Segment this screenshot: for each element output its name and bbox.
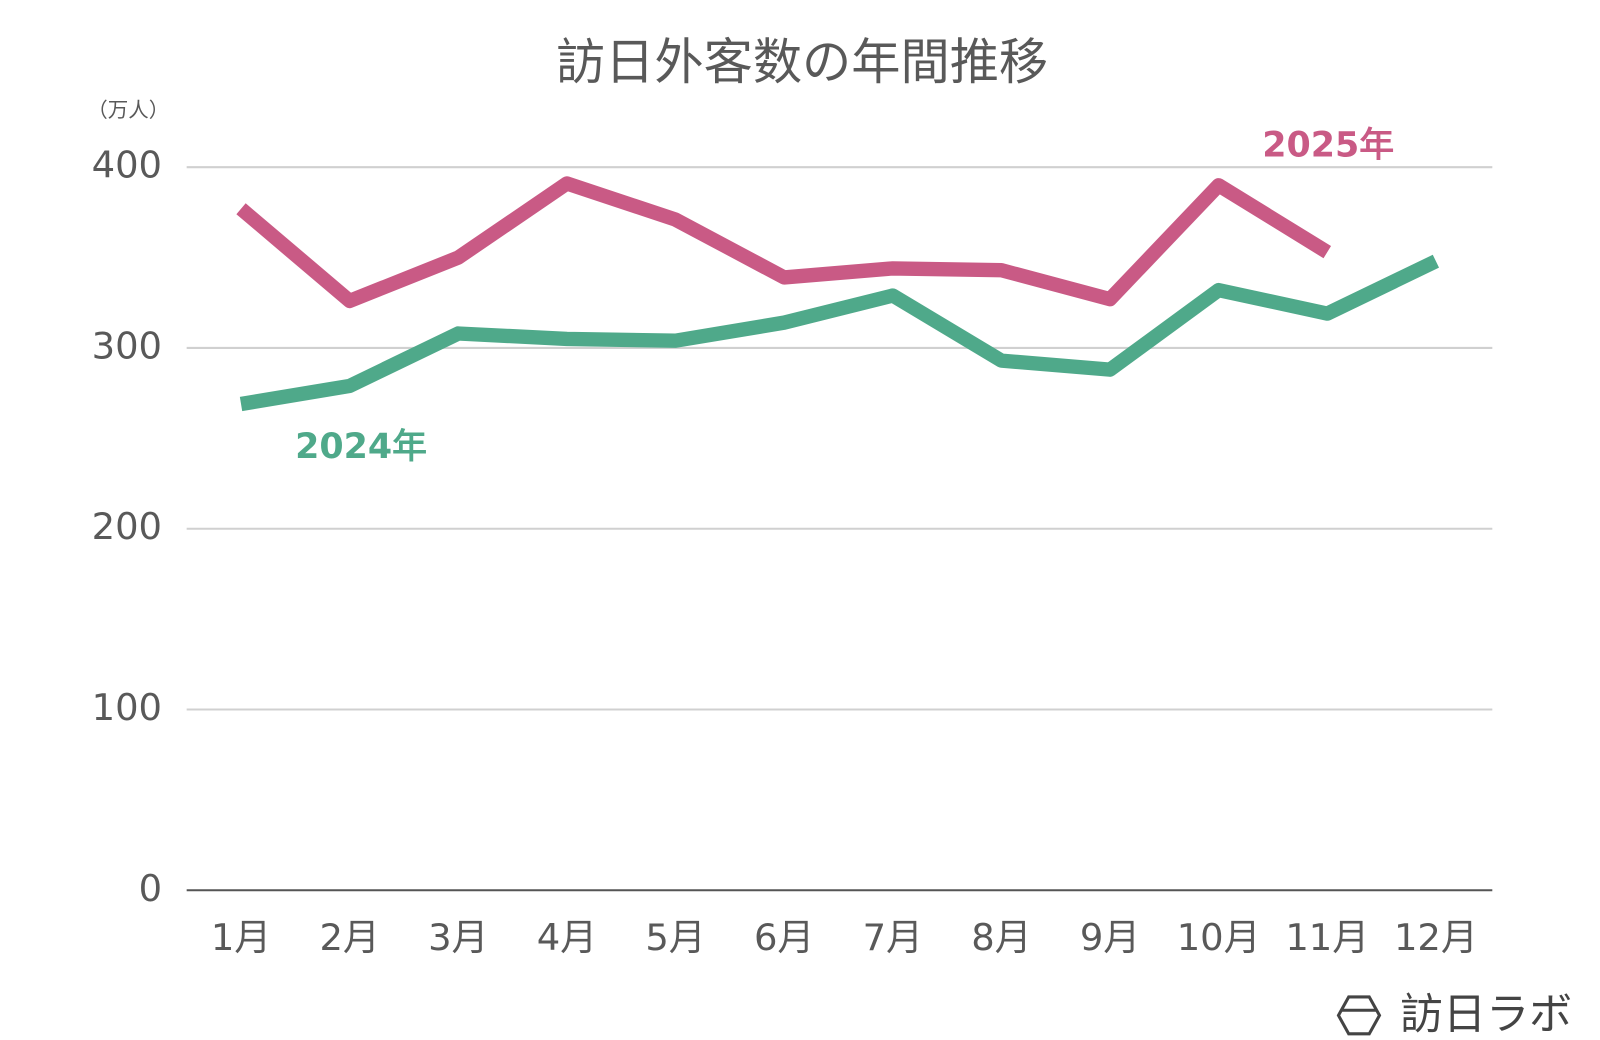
y-tick-label: 400 [92, 144, 162, 187]
x-tick-label: 3月 [428, 916, 488, 959]
x-tick-label: 7月 [863, 916, 923, 959]
y-tick-label: 300 [92, 324, 162, 367]
x-tick-label: 2月 [319, 916, 379, 959]
y-tick-label: 100 [92, 686, 162, 729]
series-label: 2025年 [1262, 126, 1394, 166]
x-tick-label: 8月 [971, 916, 1031, 959]
logo: 訪日ラボ [1336, 990, 1572, 1040]
x-tick-label: 4月 [537, 916, 597, 959]
y-unit: （万人） [87, 98, 169, 122]
series-label: 2024年 [295, 427, 427, 467]
x-tick-label: 5月 [645, 916, 705, 959]
y-tick-label: 0 [139, 867, 162, 910]
logo-icon [1336, 995, 1382, 1036]
x-tick-label: 11月 [1285, 916, 1369, 959]
x-tick-label: 9月 [1080, 916, 1140, 959]
x-tick-label: 1月 [211, 916, 271, 959]
x-tick-label: 12月 [1394, 916, 1478, 959]
watermark: 訪日ラボ [1400, 990, 1572, 1040]
series-line [236, 176, 1332, 309]
x-tick-label: 6月 [754, 916, 814, 959]
chart-title: 訪日外客数の年間推移 [556, 33, 1048, 91]
y-tick-label: 200 [92, 505, 162, 548]
x-tick-label: 10月 [1177, 916, 1261, 959]
series-line [239, 254, 1440, 412]
